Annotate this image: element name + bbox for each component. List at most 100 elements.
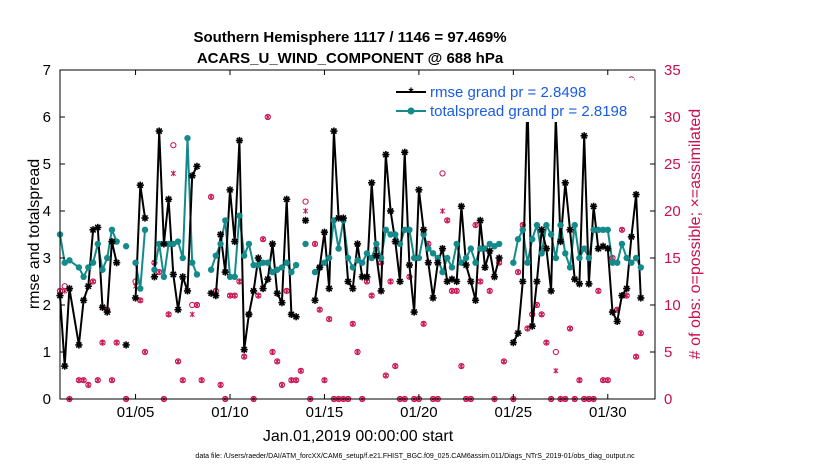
spread-point: [122, 243, 130, 250]
assimilated-obs-marker: [166, 311, 172, 318]
assimilated-obs-marker: [298, 368, 304, 374]
rmse-point-stroke: [491, 273, 498, 280]
rmse-point-stroke: [547, 287, 555, 295]
rmse-point: [613, 317, 621, 326]
rmse-series-line: [210, 139, 297, 351]
rmse-point: [254, 254, 262, 262]
spread-point: [571, 221, 578, 229]
rmse-point: [169, 270, 177, 279]
rmse-point: [216, 230, 225, 239]
possible-obs-marker: [170, 142, 177, 149]
rmse-point-stroke: [170, 271, 177, 278]
spread-point: [623, 254, 630, 262]
rmse-point-stroke: [316, 264, 323, 271]
rmse-point-stroke: [429, 294, 437, 302]
rmse-point: [566, 226, 574, 234]
rmse-point: [226, 186, 234, 194]
assimilated-obs-marker: [288, 377, 294, 383]
spread-point: [609, 259, 616, 266]
rmse-point: [174, 306, 182, 314]
rmse-point: [363, 273, 371, 281]
rmse-point: [467, 277, 475, 286]
assimilated-obs-marker: [85, 382, 91, 388]
rmse-point: [495, 254, 503, 262]
rmse-point-stroke: [590, 203, 597, 210]
spread-point: [401, 226, 408, 233]
rmse-point: [250, 287, 258, 295]
rmse-series-line: [314, 130, 501, 314]
rmse-point: [235, 136, 244, 145]
rmse-point-stroke: [467, 278, 474, 285]
plot-area: [56, 76, 645, 403]
rmse-point: [84, 282, 92, 290]
spread-point: [274, 266, 281, 273]
rmse-point-stroke: [571, 275, 578, 283]
spread-point: [566, 264, 574, 271]
assimilated-obs-marker: [454, 288, 460, 294]
rmse-point-stroke: [189, 172, 196, 179]
rmse-point: [353, 240, 362, 248]
spread-point: [75, 264, 83, 271]
rmse-point: [245, 310, 253, 318]
spread-point: [325, 254, 333, 262]
rmse-point-stroke: [165, 196, 172, 203]
spread-point: [538, 250, 545, 257]
rmse-point: [434, 259, 442, 267]
assimilated-obs-marker: [265, 114, 271, 120]
assimilated-obs-marker: [383, 372, 389, 379]
assimilated-obs-marker: [114, 339, 120, 346]
rmse-point: [571, 275, 579, 283]
rmse-point: [490, 273, 499, 281]
rmse-point-stroke: [392, 238, 399, 245]
spread-point: [495, 240, 503, 248]
rmse-point: [410, 308, 418, 316]
assimilated-obs-marker: [90, 278, 96, 285]
rmse-point-stroke: [566, 226, 574, 233]
rmse-point-stroke: [151, 273, 158, 280]
assimilated-obs-marker: [189, 311, 195, 318]
assimilated-obs-marker: [624, 292, 630, 299]
rmse-point: [604, 245, 612, 253]
spread-point: [132, 259, 139, 266]
rmse-point: [335, 214, 343, 222]
rmse-point-stroke: [453, 278, 460, 285]
assimilated-obs-marker: [595, 288, 601, 294]
assimilated-obs-marker: [354, 349, 361, 355]
spread-point: [349, 264, 356, 271]
rmse-point: [273, 289, 281, 297]
rmse-point: [268, 240, 277, 248]
spread-point: [240, 252, 248, 259]
rmse-series-line: [153, 130, 198, 311]
rmse-point: [349, 284, 357, 293]
y2-tick-label: 25: [664, 156, 681, 173]
spread-point: [472, 259, 479, 266]
assimilated-obs-marker: [62, 288, 68, 294]
rmse-point: [160, 240, 168, 248]
x-tick-label: 01/15: [306, 404, 344, 421]
assimilated-obs-marker: [284, 288, 290, 294]
y-tick-label: 0: [43, 391, 51, 408]
rmse-point: [637, 294, 645, 302]
legend-spread-marker: [407, 107, 415, 115]
rmse-point-stroke: [477, 217, 484, 224]
rmse-point: [391, 237, 399, 246]
spread-point: [231, 273, 238, 280]
rmse-point: [320, 228, 329, 236]
rmse-point: [316, 263, 324, 271]
spread-point: [170, 240, 177, 248]
rmse-point: [278, 299, 286, 307]
spread-point: [217, 240, 224, 248]
rmse-point: [519, 277, 527, 286]
y-tick-label: 4: [43, 203, 51, 220]
rmse-point-stroke: [519, 278, 526, 285]
rmse-point: [311, 296, 319, 304]
rmse-point: [150, 273, 159, 281]
rmse-point: [131, 294, 140, 302]
rmse-point: [292, 313, 300, 321]
assimilated-obs-marker: [576, 377, 582, 383]
rmse-point: [103, 308, 111, 316]
rmse-point-stroke: [529, 322, 536, 330]
rmse-point: [396, 277, 404, 286]
spread-point: [382, 226, 390, 233]
